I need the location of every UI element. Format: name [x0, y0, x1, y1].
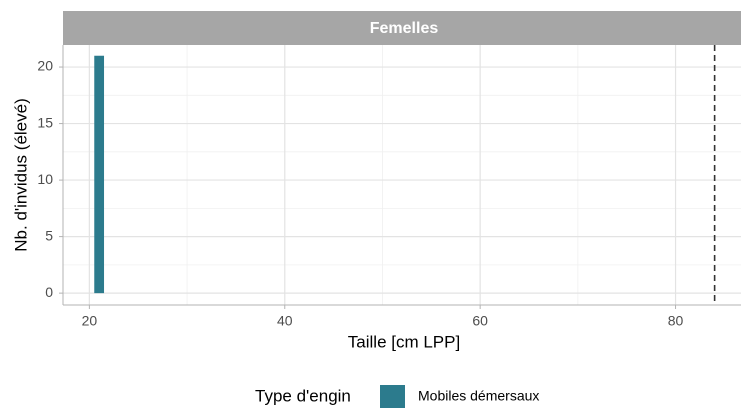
x-tick-label: 80	[668, 313, 684, 329]
facet-strip	[63, 11, 741, 45]
x-tick-label: 40	[277, 313, 293, 329]
y-axis-title: Nb. d'invidus (élevé)	[11, 98, 30, 251]
legend-title: Type d'engin	[255, 386, 351, 405]
x-axis-title: Taille [cm LPP]	[348, 332, 460, 351]
legend-swatch	[380, 385, 405, 408]
y-tick-label: 5	[45, 227, 53, 243]
x-tick-label: 20	[82, 313, 98, 329]
y-tick-label: 0	[45, 284, 53, 300]
y-tick-label: 15	[37, 114, 53, 130]
facet-label: Femelles	[370, 20, 439, 37]
bar	[94, 55, 105, 294]
x-tick-label: 60	[472, 313, 488, 329]
y-tick-label: 10	[37, 171, 53, 187]
y-tick-label: 20	[37, 58, 53, 74]
legend-label: Mobiles démersaux	[418, 388, 539, 404]
